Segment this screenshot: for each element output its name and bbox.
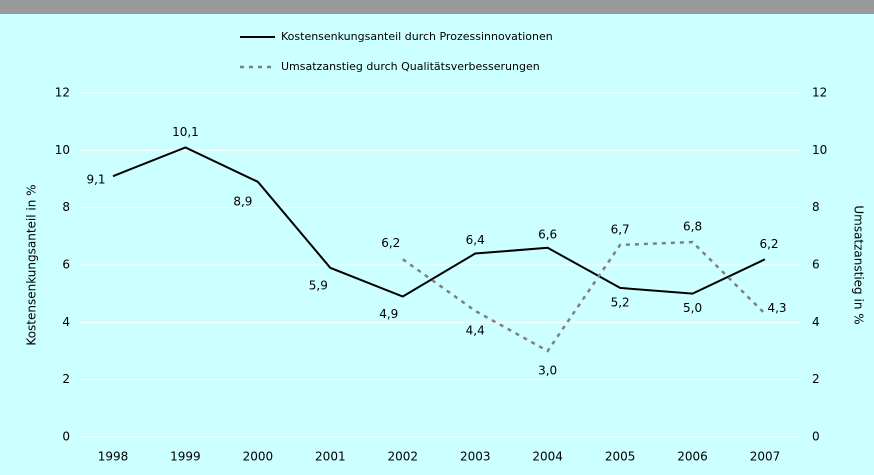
data-label: 6,4 <box>466 233 485 247</box>
x-tick-label: 2003 <box>460 450 491 464</box>
y-tick-label: 10 <box>55 143 70 157</box>
data-label: 5,0 <box>683 301 702 315</box>
x-tick-label: 2001 <box>315 450 346 464</box>
x-tick-label: 2006 <box>677 450 708 464</box>
data-line <box>402 240 766 353</box>
x-tick-label: 2007 <box>750 450 781 464</box>
x-tick-label: 1998 <box>98 450 129 464</box>
x-tick-label: 1999 <box>170 450 201 464</box>
data-label: 4,4 <box>466 323 485 337</box>
data-line <box>112 146 766 298</box>
data-label: 8,9 <box>233 194 252 208</box>
y-tick-label: 12 <box>55 86 70 100</box>
data-label: 6,2 <box>759 237 778 251</box>
x-tick-label: 2000 <box>243 450 274 464</box>
y-tick-label: 6 <box>62 258 70 272</box>
legend-label: Kostensenkungsanteil durch Prozessinnova… <box>281 30 553 43</box>
y2-axis-title: Umsatzanstieg in % <box>852 205 866 324</box>
y-axis-title: Kostensenkungsanteil in % <box>25 184 39 345</box>
data-label: 4,9 <box>379 307 398 321</box>
y2-tick-label: 2 <box>812 372 820 386</box>
y-tick-label: 8 <box>62 200 70 214</box>
data-label: 6,7 <box>611 222 630 236</box>
y2-tick-label: 4 <box>812 315 820 329</box>
data-label: 9,1 <box>86 173 105 187</box>
y2-tick-label: 0 <box>812 430 820 444</box>
top-bar <box>0 0 874 14</box>
data-label: 3,0 <box>538 364 557 378</box>
y-tick-label: 0 <box>62 430 70 444</box>
y2-tick-label: 6 <box>812 258 820 272</box>
y-tick-label: 4 <box>62 315 70 329</box>
data-label: 10,1 <box>172 125 199 139</box>
y2-tick-label: 12 <box>812 86 827 100</box>
x-tick-label: 2002 <box>388 450 419 464</box>
y-tick-label: 2 <box>62 372 70 386</box>
data-label: 6,2 <box>381 236 400 250</box>
legend-label: Umsatzanstieg durch Qualitätsverbesserun… <box>281 60 540 73</box>
x-tick-label: 2004 <box>532 450 563 464</box>
data-label: 6,8 <box>683 220 702 234</box>
y2-tick-label: 10 <box>812 143 827 157</box>
data-label: 6,6 <box>538 227 557 241</box>
y2-tick-label: 8 <box>812 200 820 214</box>
data-label: 5,2 <box>611 295 630 309</box>
x-tick-label: 2005 <box>605 450 636 464</box>
data-label: 5,9 <box>309 278 328 292</box>
data-label: 4,3 <box>767 301 786 315</box>
